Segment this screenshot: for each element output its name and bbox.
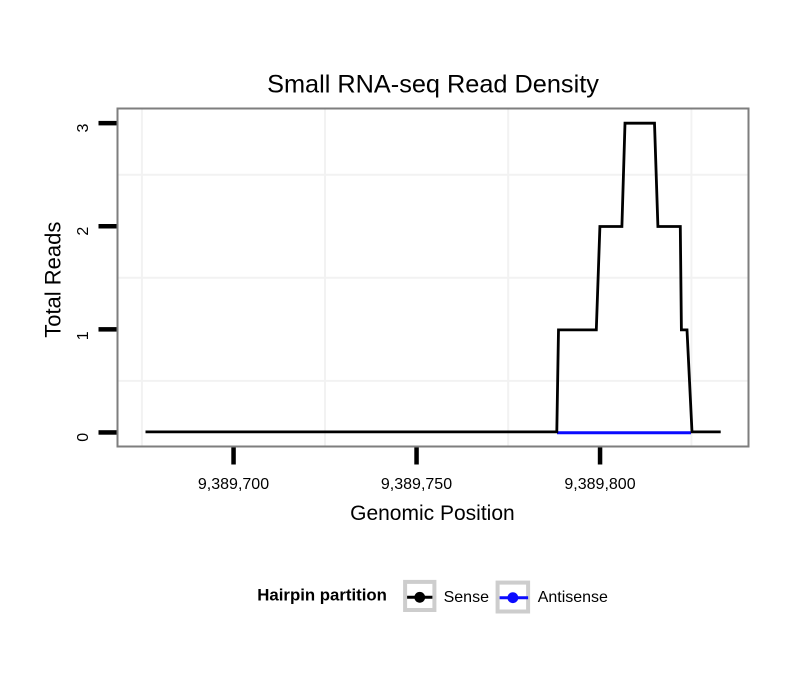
svg-text:Sense: Sense <box>444 589 489 606</box>
svg-text:9,389,800: 9,389,800 <box>564 476 635 493</box>
svg-text:Small RNA-seq Read Density: Small RNA-seq Read Density <box>267 70 599 98</box>
svg-text:Antisense: Antisense <box>538 589 608 606</box>
svg-text:Total Reads: Total Reads <box>41 222 66 338</box>
svg-text:9,389,700: 9,389,700 <box>198 476 269 493</box>
svg-text:2: 2 <box>75 227 92 236</box>
svg-text:1: 1 <box>75 331 92 340</box>
svg-text:0: 0 <box>75 433 92 442</box>
svg-text:Genomic Position: Genomic Position <box>350 502 515 525</box>
svg-text:3: 3 <box>75 124 92 133</box>
svg-text:Hairpin partition: Hairpin partition <box>257 586 387 605</box>
svg-text:9,389,750: 9,389,750 <box>381 476 452 493</box>
